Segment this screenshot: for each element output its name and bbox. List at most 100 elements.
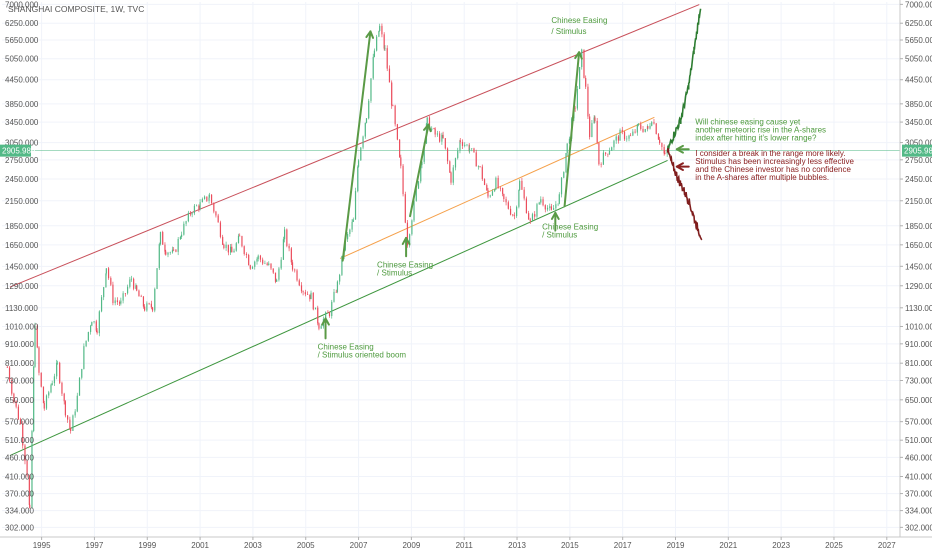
candle-body [254,261,256,267]
y-tick-label: 302.000 [905,523,932,532]
candle-body [632,131,634,136]
candle-body [481,166,483,180]
candle-body [312,292,314,310]
candle-body [257,255,259,259]
candle-body [227,244,229,253]
candle-body [24,445,26,461]
candle-body [579,67,581,89]
candle-body [525,198,528,214]
candle-body [296,270,298,281]
candle-body [208,197,210,201]
candle-body [177,238,179,252]
candle-body [90,325,92,332]
y-tick-label-left: 5050.000 [5,55,39,64]
candle-body [249,265,251,269]
y-tick-label: 4450.000 [905,76,932,85]
candle-body [489,195,491,197]
candle-body [72,415,74,431]
candle-body [649,125,651,129]
candle-body [378,30,380,37]
candle-body [512,214,514,216]
candle-body [198,205,200,210]
y-tick-label: 5050.000 [905,55,932,64]
candle-body [381,25,383,35]
candle-body [262,259,264,264]
candle-body [495,177,497,190]
x-tick-label: 2023 [772,541,790,550]
candle-body [483,179,486,186]
y-tick-label-left: 4450.000 [5,76,39,85]
candle-body [449,161,451,173]
candle-body [173,249,175,251]
y-tick-label: 1010.000 [905,322,932,331]
annotation-text: Chinese Easing [318,342,374,351]
candle-body [362,136,364,148]
candle-body [119,302,121,304]
candle-body [607,153,609,155]
candle-body [199,202,201,210]
candle-body [19,419,22,425]
y-tick-label: 370.000 [905,490,932,499]
candle-body [550,206,552,210]
candle-body [630,135,632,137]
x-tick-label: 2005 [297,541,315,550]
candle-body [396,124,398,140]
candle-body [42,386,45,404]
annotation-text: Chinese Easing [551,16,607,25]
candle-body [507,202,509,209]
candle-body [38,347,40,373]
y-tick-label: 334.000 [905,507,932,516]
candle-body [565,152,567,173]
annotation-text: Chinese Easing [542,222,598,231]
candle-body [473,148,475,153]
candle-body [413,200,415,221]
candle-body [8,367,11,381]
candle-body [87,331,89,341]
candle-body [621,129,623,132]
x-tick-label: 1997 [86,541,104,550]
candle-body [644,128,646,132]
annotation-text: / Stimulus [551,27,586,36]
candle-body [272,268,274,273]
candle-body [105,268,107,274]
price-box-left [0,144,31,157]
candle-body [167,252,169,255]
candle-body [628,135,630,139]
candle-body [217,215,219,223]
candle-body [159,232,162,245]
candle-body [388,68,391,83]
y-tick-label: 1450.000 [905,262,932,271]
candle-body [29,504,31,508]
candle-body [286,229,288,246]
candle-body [499,187,501,189]
candle-body [302,291,304,293]
candle-body [28,475,30,505]
candle-body [585,77,587,87]
candle-body [222,236,224,245]
annotation-text: / Stimulus oriented boom [318,350,407,359]
candle-body [264,263,266,265]
y-tick-label-left: 570.000 [5,418,34,427]
y-tick-label-left: 730.000 [5,377,34,386]
candle-body [370,78,372,101]
candle-body [64,401,66,416]
arrow-shaft [409,123,430,218]
candle-body [81,368,83,378]
candle-body [120,300,122,304]
candle-body [183,223,185,235]
candle-body [505,199,507,203]
candle-body [278,268,280,280]
candle-body [376,36,378,51]
candle-body [560,177,563,195]
candle-body [521,180,523,190]
candle-body [26,460,28,476]
candle-body [341,255,343,275]
candle-body [107,268,110,279]
candle-body [613,140,615,148]
candle-body [189,212,192,215]
candle-body [124,293,126,294]
candle-body [566,143,568,153]
y-tick-label: 2150.000 [905,197,932,206]
